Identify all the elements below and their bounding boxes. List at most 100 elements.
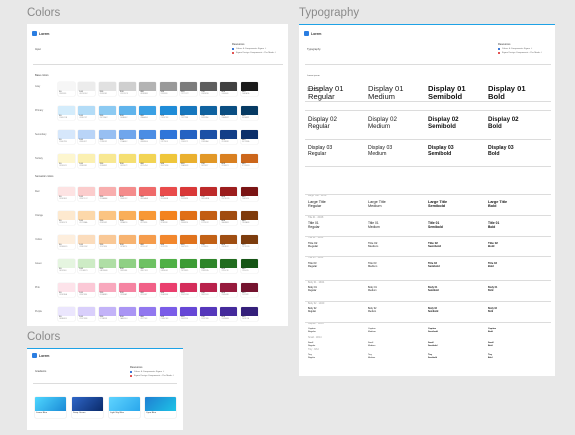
- resource-link[interactable]: Figma Design Components - Pro Mode ↗: [130, 374, 174, 377]
- color-swatch[interactable]: 600 #7C7C7C: [179, 82, 197, 97]
- color-swatch[interactable]: 500 #F2872D: [159, 235, 177, 250]
- gradient-card[interactable]: Linear Blue: [35, 397, 66, 418]
- resource-link[interactable]: Figma Design Components - Pro Mode ↗: [232, 51, 276, 54]
- color-swatch[interactable]: 900 #7A1414: [240, 187, 258, 202]
- color-swatch[interactable]: 300 #F584A2: [118, 283, 136, 298]
- color-swatch[interactable]: 800 #0A4E82: [220, 106, 238, 121]
- color-swatch[interactable]: 100 #FBDCBC: [78, 235, 96, 250]
- color-swatch[interactable]: 50 #FDF6CF: [58, 154, 75, 169]
- resource-link[interactable]: Colors & Components Figma ↗: [232, 47, 276, 50]
- colors2-frame[interactable]: Lorem Gradients Resources Colors & Compon…: [27, 348, 183, 430]
- color-swatch[interactable]: 500 #F3831F: [159, 211, 177, 226]
- color-swatch[interactable]: 200 #E1E1E1: [98, 82, 116, 97]
- color-swatch[interactable]: 600 #3C9B35: [179, 259, 197, 274]
- color-swatch[interactable]: 500 #E94B4B: [159, 187, 177, 202]
- color-swatch[interactable]: 300 #70A6EC: [118, 130, 136, 145]
- color-swatch[interactable]: 700 #5537BB: [200, 307, 218, 322]
- color-swatch[interactable]: 900 #1A1A1A: [240, 82, 258, 97]
- color-swatch[interactable]: 300 #F48C8C: [118, 187, 136, 202]
- color-swatch[interactable]: 300 #60B4EC: [118, 106, 136, 121]
- color-swatch[interactable]: 100 #FBC8D6: [78, 283, 96, 298]
- color-swatch[interactable]: 400 #B3B3B3: [139, 82, 157, 97]
- color-swatch[interactable]: 500 #999999: [159, 82, 177, 97]
- color-swatch[interactable]: 50 #EBE6FD: [58, 307, 75, 322]
- typography-frame[interactable]: Lorem Typography Resources Colors & Compo…: [299, 24, 555, 376]
- color-swatch[interactable]: 700 #B8214B: [200, 283, 218, 298]
- color-swatch[interactable]: 400 #F2D454: [139, 154, 157, 169]
- color-swatch[interactable]: 50 #D6E7FB: [58, 130, 75, 145]
- color-swatch[interactable]: 300 #CFCFCF: [118, 82, 136, 97]
- color-swatch[interactable]: 200 #F8E892: [98, 154, 116, 169]
- color-swatch[interactable]: 900 #0C2F6A: [240, 130, 258, 145]
- color-swatch[interactable]: 500 #EA3F6E: [159, 283, 177, 298]
- color-swatch[interactable]: 100 #D9CFFB: [78, 307, 96, 322]
- color-swatch[interactable]: 400 #6EC163: [139, 259, 157, 274]
- color-swatch[interactable]: 50 #FDE9CF: [58, 211, 75, 226]
- color-swatch[interactable]: 700 #BD2A2A: [200, 187, 218, 202]
- color-swatch[interactable]: 100 #FCD8AA: [78, 211, 96, 226]
- color-swatch[interactable]: 200 #97BFF2: [98, 130, 116, 145]
- color-swatch[interactable]: 50 #E5F5E0: [58, 259, 75, 274]
- color-swatch[interactable]: 700 #5E5E5E: [200, 82, 218, 97]
- color-swatch[interactable]: 400 #F59C4C: [139, 235, 157, 250]
- color-swatch[interactable]: 500 #2F75D9: [159, 130, 177, 145]
- color-swatch[interactable]: 400 #4B8DE4: [139, 130, 157, 145]
- gradient-card[interactable]: Deep Ocean: [72, 397, 103, 418]
- color-swatch[interactable]: 800 #404040: [220, 82, 238, 97]
- color-swatch[interactable]: 400 #3AA0E4: [139, 106, 157, 121]
- color-swatch[interactable]: 900 #7C3C0D: [240, 235, 258, 250]
- color-swatch[interactable]: 300 #AA95F4: [118, 307, 136, 322]
- color-swatch[interactable]: 50 #FDEEDD: [58, 235, 75, 250]
- color-swatch[interactable]: 800 #D98021: [220, 154, 238, 169]
- color-swatch[interactable]: 600 #1677BE: [179, 106, 197, 121]
- resource-link[interactable]: Colors & Components Figma ↗: [498, 47, 542, 50]
- color-swatch[interactable]: 900 #7E3A0B: [240, 211, 258, 226]
- color-swatch[interactable]: 900 #341F7A: [240, 307, 258, 322]
- color-swatch[interactable]: 800 #9C1D1D: [220, 187, 238, 202]
- color-swatch[interactable]: 500 #4FB046: [159, 259, 177, 274]
- color-swatch[interactable]: 300 #F7B370: [118, 235, 136, 250]
- resource-link[interactable]: Figma Design Components - Pro Mode ↗: [498, 51, 542, 54]
- color-swatch[interactable]: 300 #8FD084: [118, 259, 136, 274]
- color-swatch[interactable]: 200 #FBC482: [98, 211, 116, 226]
- color-swatch[interactable]: 700 #1B50A6: [200, 130, 218, 145]
- color-swatch[interactable]: 800 #442A9B: [220, 307, 238, 322]
- color-swatch[interactable]: 300 #F9AE59: [118, 211, 136, 226]
- colors-frame[interactable]: Lorem Input Resources Colors & Components…: [27, 24, 288, 326]
- color-swatch[interactable]: 50 #FDE3E3: [58, 187, 75, 202]
- color-swatch[interactable]: 600 #D42D5B: [179, 283, 197, 298]
- color-swatch[interactable]: 200 #F8A8BD: [98, 283, 116, 298]
- color-swatch[interactable]: 600 #E0731D: [179, 235, 197, 250]
- color-swatch[interactable]: 900 #063A63: [240, 106, 258, 121]
- color-swatch[interactable]: 400 #F79836: [139, 211, 157, 226]
- color-swatch[interactable]: 800 #9F4E12: [220, 235, 238, 250]
- color-swatch[interactable]: 800 #A04B0F: [220, 211, 238, 226]
- color-swatch[interactable]: 500 #7A5CE8: [159, 307, 177, 322]
- gradient-card[interactable]: Cyan Blue: [145, 397, 176, 418]
- color-swatch[interactable]: 800 #133F88: [220, 130, 238, 145]
- color-swatch[interactable]: 500 #1F8CD8: [159, 106, 177, 121]
- color-swatch[interactable]: 100 #ECECEC: [78, 82, 96, 97]
- color-swatch[interactable]: 600 #2462C2: [179, 130, 197, 145]
- gradient-card[interactable]: Light Sky Blue: [109, 397, 140, 418]
- color-swatch[interactable]: 200 #AFDEA5: [98, 259, 116, 274]
- color-swatch[interactable]: 900 #155415: [240, 259, 258, 274]
- color-swatch[interactable]: 600 #D93838: [179, 187, 197, 202]
- color-swatch[interactable]: 100 #FBCCCC: [78, 187, 96, 202]
- color-swatch[interactable]: 500 #EFC63B: [159, 154, 177, 169]
- color-swatch[interactable]: 700 #2E852A: [200, 259, 218, 274]
- color-swatch[interactable]: 700 #C25D12: [200, 211, 218, 226]
- color-swatch[interactable]: 200 #F9C896: [98, 235, 116, 250]
- color-swatch[interactable]: 200 #8CCAF2: [98, 106, 116, 121]
- color-swatch[interactable]: 100 #FBF0B1: [78, 154, 96, 169]
- color-swatch[interactable]: 200 #F8AEAE: [98, 187, 116, 202]
- color-swatch[interactable]: 700 #E29827: [200, 154, 218, 169]
- color-swatch[interactable]: 100 #B9D4F7: [78, 130, 96, 145]
- color-swatch[interactable]: 50 #FDE3EA: [58, 283, 75, 298]
- color-swatch[interactable]: 400 #EF6A6A: [139, 187, 157, 202]
- color-swatch[interactable]: 400 #F16087: [139, 283, 157, 298]
- color-swatch[interactable]: 900 #74132F: [240, 283, 258, 298]
- color-swatch[interactable]: 100 #B3DCF7: [78, 106, 96, 121]
- color-swatch[interactable]: 700 #C26116: [200, 235, 218, 250]
- color-swatch[interactable]: 50 #D4ECFB: [58, 106, 75, 121]
